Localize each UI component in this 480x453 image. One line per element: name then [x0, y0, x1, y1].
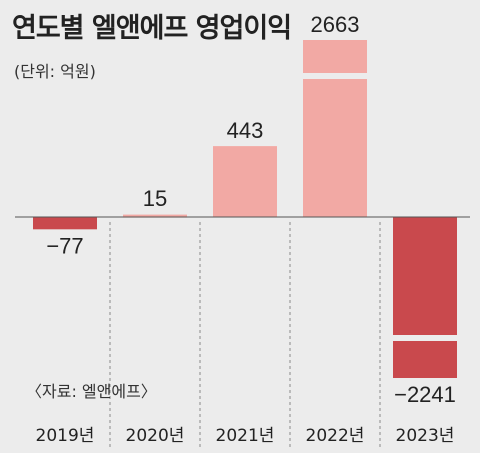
data-label: 15 — [143, 186, 167, 211]
source-label: 〈자료: 엘앤에프〉 — [26, 382, 157, 401]
data-label: −77 — [46, 233, 83, 258]
bar — [213, 146, 277, 217]
x-tick-label: 2021년 — [216, 426, 275, 446]
x-tick-label: 2020년 — [126, 426, 185, 446]
bar — [393, 217, 457, 335]
data-label: 2663 — [311, 12, 360, 37]
bar — [303, 40, 367, 73]
bar — [303, 79, 367, 217]
unit-label: (단위: 억원) — [14, 62, 96, 81]
data-label: 443 — [227, 118, 264, 143]
x-tick-label: 2019년 — [36, 426, 95, 446]
data-label: −2241 — [394, 382, 456, 407]
bar — [393, 341, 457, 378]
bar — [123, 214, 187, 218]
bar — [33, 217, 97, 230]
x-tick-label: 2022년 — [306, 426, 365, 446]
x-tick-label: 2023년 — [396, 426, 455, 446]
chart-title: 연도별 엘앤에프 영업이익 — [12, 13, 292, 44]
